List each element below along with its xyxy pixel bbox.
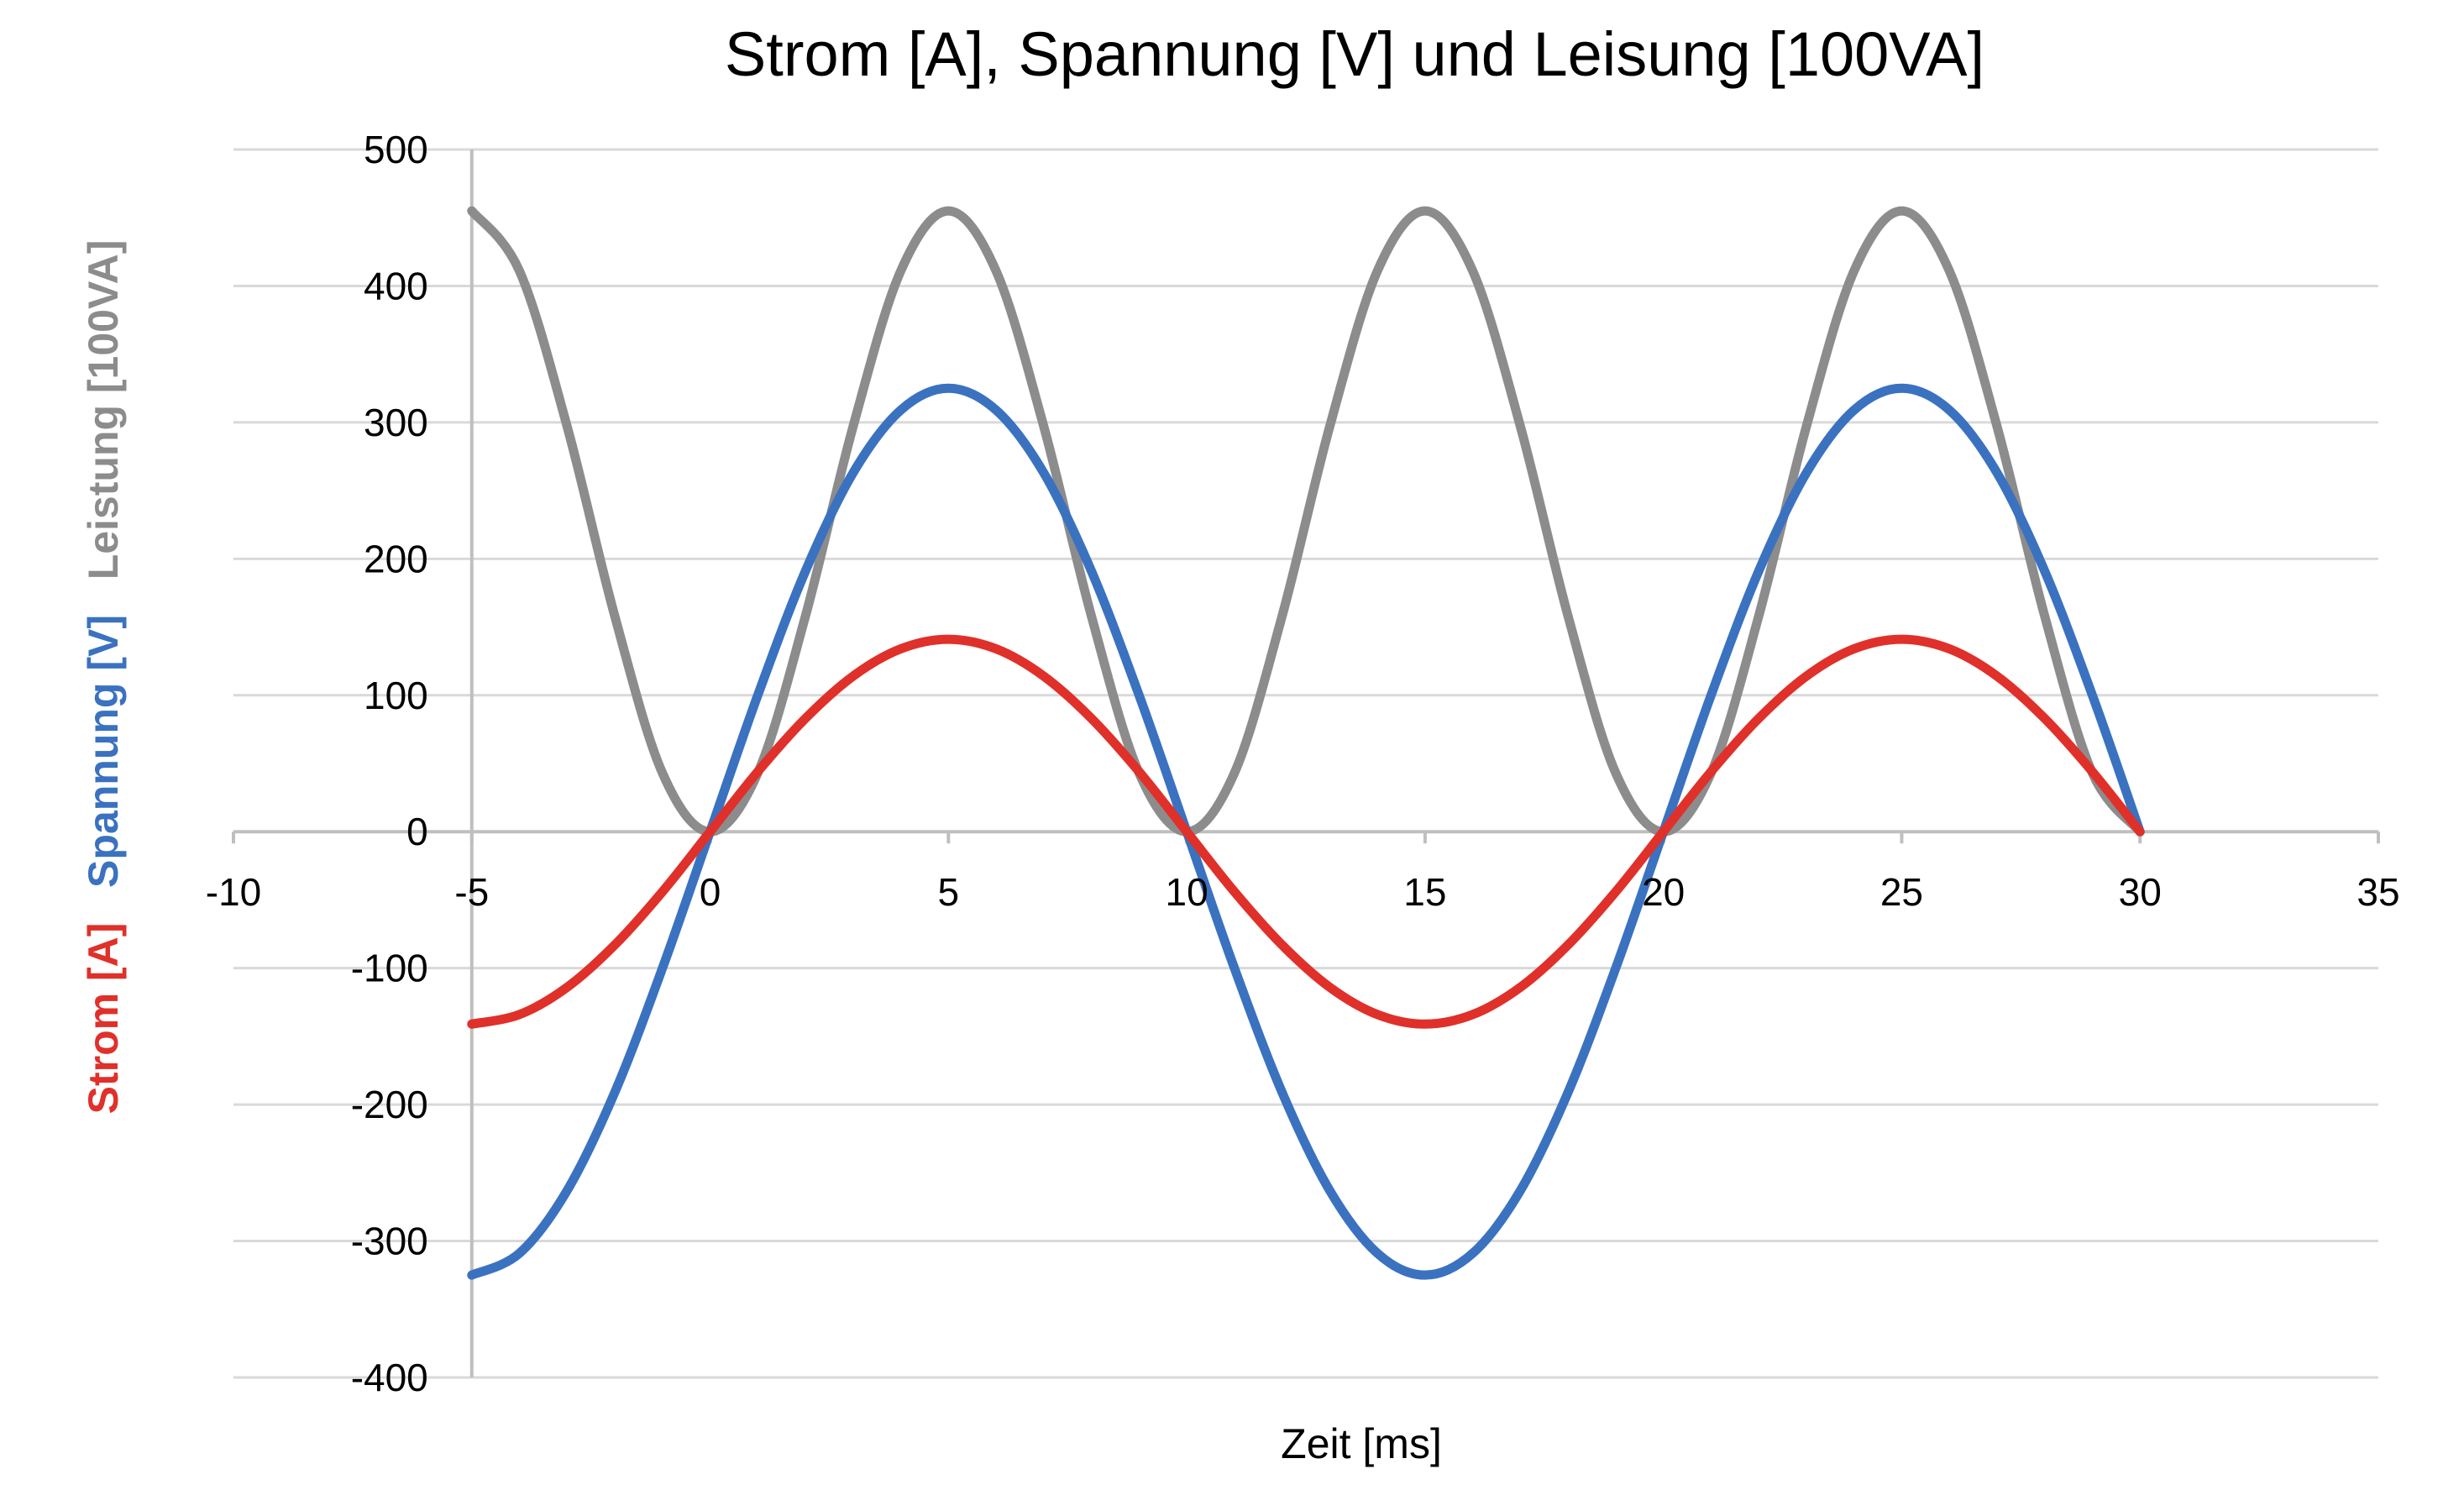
y-tick-label: -200 [351,1083,428,1126]
y-tick-label: -300 [351,1220,428,1263]
y-tick-label: 0 [406,810,428,853]
y-tick-label: 300 [364,401,428,444]
x-tick-label: 15 [1403,870,1446,914]
x-tick-label: 35 [2357,870,2399,914]
y-tick-label: 400 [364,264,428,307]
y-tick-label: 500 [364,128,428,171]
series-line-0 [467,206,2145,837]
x-tick-label: 5 [938,870,960,914]
y-tick-label: -400 [351,1356,428,1399]
x-tick-label: -10 [206,870,261,914]
x-tick-label: 20 [1642,870,1685,914]
x-tick-label: 30 [2119,870,2162,914]
x-tick-label: 0 [700,870,721,914]
series-group [467,206,2145,1280]
y-axis-title-part: Spannung [V] [80,615,127,923]
y-axis-title-part: Leistung [100VA] [80,240,127,615]
x-axis-title: Zeit [ms] [1281,1420,1442,1467]
gridlines [233,148,2378,1379]
x-tick-label: 10 [1166,870,1208,914]
y-tick-labels: 500 400 300 200 100 0 -100 -200 -300 -400 [351,128,428,1399]
x-tick-label: -5 [454,870,489,914]
y-axis-title: Strom [A] Spannung [V] Leistung [100VA] [80,240,127,1115]
axes [232,150,2380,1377]
series-line-2 [467,634,2145,1029]
x-tick-label: 25 [1880,870,1923,914]
y-tick-label: 200 [364,537,428,580]
y-tick-label: -100 [351,947,428,990]
x-tick-labels: -10 -5 0 5 10 15 20 25 30 35 [206,870,2400,914]
y-axis-title-part: Strom [A] [80,923,127,1115]
chart-title: Strom [A], Spannung [V] und Leisung [100… [725,19,1984,89]
series-line-1 [467,383,2145,1280]
y-tick-label: 100 [364,674,428,717]
